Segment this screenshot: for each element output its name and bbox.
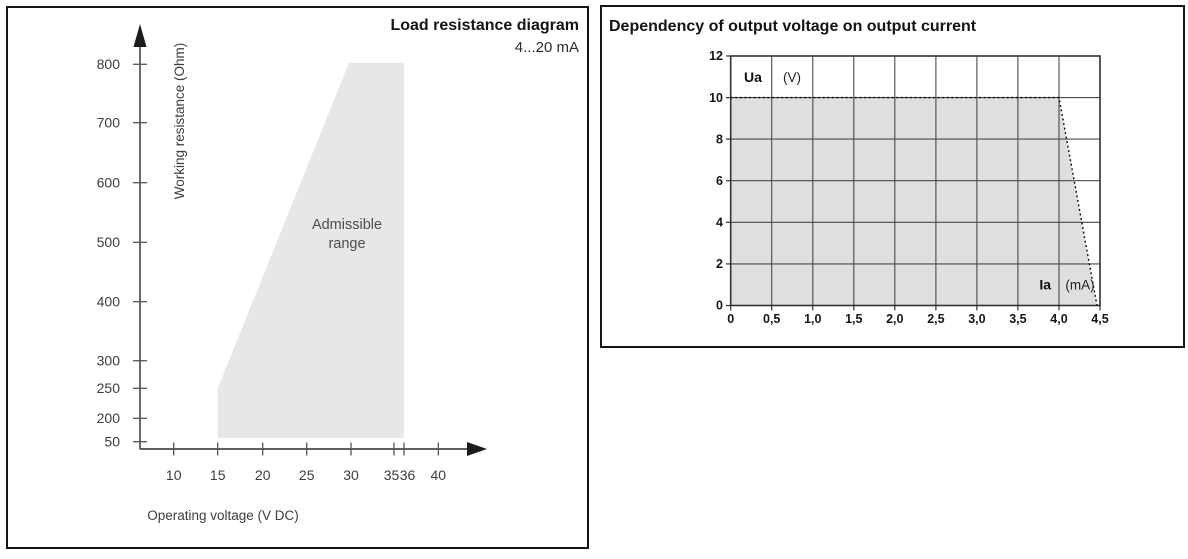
x-axis-ticks: [173, 442, 439, 456]
x-tick-label: 4,5: [1091, 312, 1108, 326]
output-voltage-chart: Dependency of output voltage on output c…: [609, 18, 1109, 326]
x-tick-label: 30: [343, 467, 359, 483]
chart-title: Load resistance diagram: [390, 17, 579, 34]
y-tick-label: 8: [716, 132, 723, 146]
x-tick-label: 2,5: [927, 312, 944, 326]
boundary-dotted-line: [730, 96, 1098, 306]
plot-frame: [729, 55, 1101, 307]
x-tick-label: 15: [210, 467, 226, 483]
x-tick-label: 2,0: [886, 312, 903, 326]
y-axis-tick-labels: 800 700 600 500 400 300 250 200 50: [97, 56, 121, 449]
load-resistance-panel: Load resistance diagram 4...20 mA 800 70…: [6, 6, 589, 549]
x-tick-label: 20: [255, 467, 271, 483]
x-tick-label: 0: [727, 312, 734, 326]
y-tick-label: 600: [97, 174, 121, 190]
y-tick-label: 200: [97, 410, 121, 426]
y-axis-ticks: [133, 63, 147, 443]
x-axis-tick-labels: 10 15 20 25 30 35 36 40: [166, 467, 446, 483]
y-tick-label: 50: [104, 433, 120, 449]
y-tick-label: 0: [716, 299, 723, 313]
x-tick-label: 25: [299, 467, 315, 483]
admissible-range-region: [217, 63, 404, 438]
output-voltage-panel: Dependency of output voltage on output c…: [600, 5, 1185, 348]
x-tick-label: 36: [400, 467, 416, 483]
x-tick-label: 3,5: [1009, 312, 1026, 326]
y-tick-label: 800: [97, 56, 121, 72]
y-tick-label: 700: [97, 114, 121, 130]
axis-tick-stubs: [726, 55, 1101, 311]
x-tick-label: 0,5: [763, 312, 780, 326]
y-axis-arrow-icon: [133, 24, 147, 47]
x-tick-label: 1,5: [845, 312, 862, 326]
x-tick-label: 10: [166, 467, 182, 483]
y-tick-label: 500: [97, 234, 121, 250]
chart-subtitle: 4...20 mA: [515, 39, 579, 56]
x-axis-arrow-icon: [467, 442, 487, 456]
y-tick-label: 6: [716, 174, 723, 188]
y-axis-unit: (V): [783, 70, 801, 85]
y-tick-label: 250: [97, 380, 121, 396]
y-tick-label: 4: [716, 216, 723, 230]
chart-title: Dependency of output voltage on output c…: [609, 18, 977, 35]
y-tick-label: 300: [97, 352, 121, 368]
x-axis-variable: Ia: [1039, 277, 1051, 293]
x-axis-label: Operating voltage (V DC): [147, 508, 299, 523]
x-tick-label: 40: [431, 467, 447, 483]
y-tick-label: 12: [709, 49, 723, 63]
load-resistance-chart: Load resistance diagram 4...20 mA 800 70…: [97, 17, 579, 523]
x-tick-label: 4,0: [1050, 312, 1067, 326]
y-tick-label: 400: [97, 293, 121, 309]
operating-area-region: [730, 97, 1097, 306]
y-tick-label: 10: [709, 91, 723, 105]
y-axis-variable: Ua: [744, 69, 762, 85]
y-tick-label: 2: [716, 257, 723, 271]
x-tick-label: 1,0: [804, 312, 821, 326]
x-axis-tick-labels: 0 0,5 1,0 1,5 2,0 2,5 3,0 3,5 4,0 4,5: [727, 312, 1109, 326]
region-label-line2: range: [328, 236, 365, 252]
y-axis-label: Working resistance (Ohm): [172, 43, 187, 200]
x-tick-label: 3,0: [968, 312, 985, 326]
y-axis-tick-labels: 12 10 8 6 4 2 0: [709, 49, 723, 313]
x-tick-label: 35: [384, 467, 400, 483]
region-label-line1: Admissible: [312, 217, 382, 233]
x-axis-unit: (mA): [1065, 278, 1094, 293]
